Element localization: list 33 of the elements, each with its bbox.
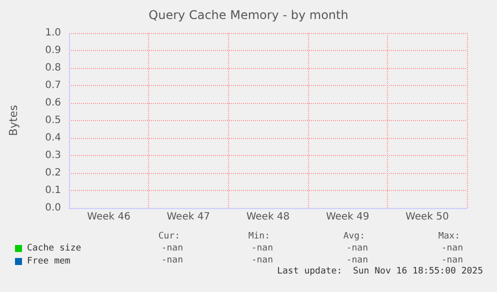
text: -nan bbox=[161, 244, 184, 254]
x-tick-label: Week 46 bbox=[87, 212, 130, 222]
text: -nan bbox=[251, 244, 274, 254]
chart-title: Query Cache Memory - by month bbox=[148, 8, 348, 22]
x-tick-label: Week 47 bbox=[166, 212, 210, 222]
text: Min: bbox=[248, 232, 270, 242]
x-tick-label: Week 49 bbox=[326, 212, 370, 222]
y-tick-label: 0.7 bbox=[45, 80, 61, 91]
text: -nan bbox=[441, 244, 464, 254]
y-tick-label: 0.9 bbox=[45, 45, 61, 56]
y-tick-label: 0.0 bbox=[45, 202, 61, 214]
legend-label: Cache size bbox=[27, 244, 82, 254]
y-tick-label: 0.5 bbox=[45, 115, 61, 126]
text: -nan bbox=[346, 244, 368, 254]
text: -nan bbox=[346, 256, 368, 266]
x-tick-label: Week 50 bbox=[406, 212, 449, 222]
text: Max: bbox=[438, 232, 460, 242]
y-tick-label: 0.1 bbox=[45, 185, 61, 196]
text: -nan bbox=[441, 256, 464, 266]
text: Avg: bbox=[343, 232, 366, 242]
y-tick-label: 0.3 bbox=[45, 150, 61, 161]
legend-label: Free mem bbox=[27, 256, 70, 266]
x-tick-label: Week 48 bbox=[246, 212, 290, 222]
y-tick-label: 0.4 bbox=[45, 132, 61, 144]
y-tick-label: 0.8 bbox=[45, 62, 61, 74]
text: -nan bbox=[251, 256, 274, 266]
text: Cur: bbox=[158, 232, 180, 242]
y-tick-label: 0.6 bbox=[45, 98, 61, 108]
y-tick-label: 0.2 bbox=[45, 168, 61, 178]
text: -nan bbox=[161, 256, 184, 266]
y-tick-label: 1.0 bbox=[45, 28, 61, 38]
y-axis-title: Bytes bbox=[7, 104, 20, 136]
text: Last update: Sun Nov 16 18:55:00 2025 bbox=[277, 266, 484, 276]
